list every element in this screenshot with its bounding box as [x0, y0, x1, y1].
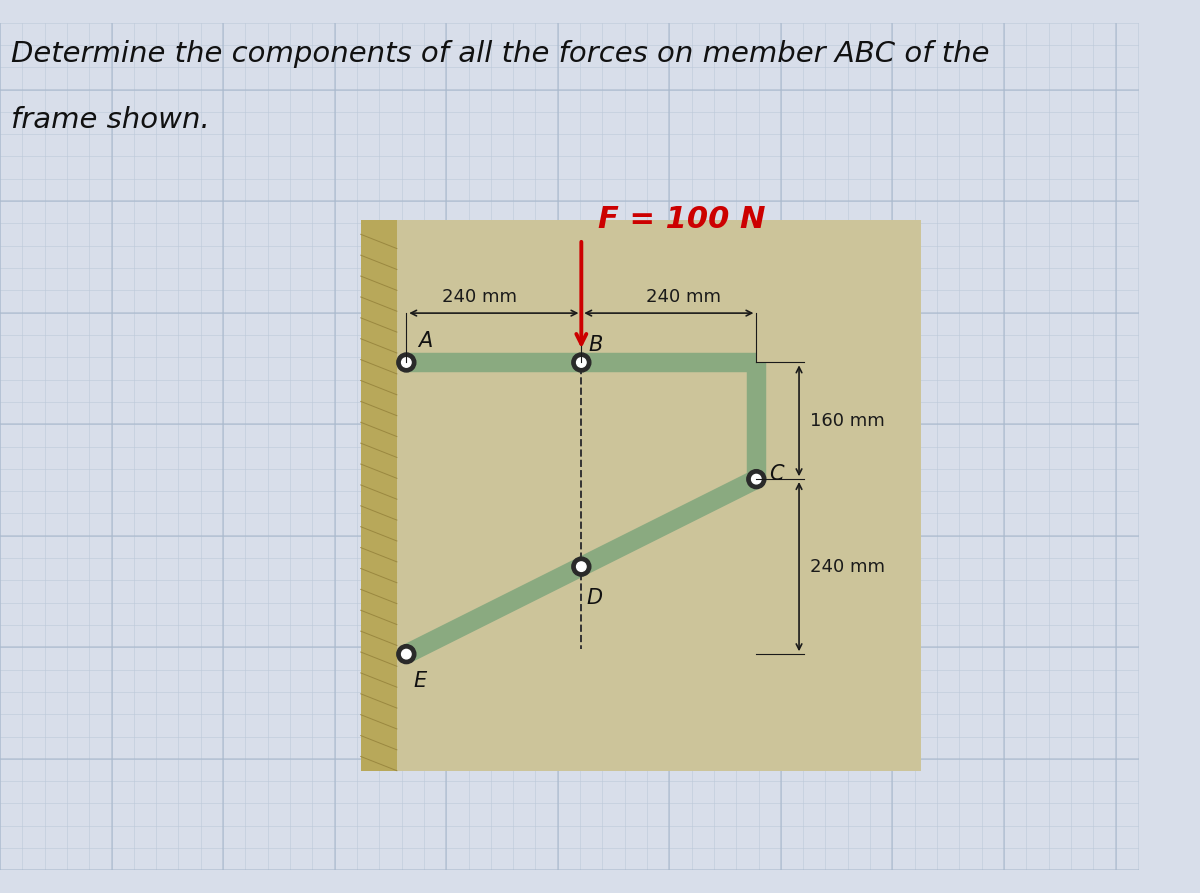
Bar [361, 220, 920, 771]
Circle shape [576, 358, 586, 367]
Bar [361, 220, 397, 771]
Text: 240 mm: 240 mm [442, 288, 517, 306]
Circle shape [572, 557, 590, 576]
Circle shape [397, 645, 416, 663]
Circle shape [402, 358, 412, 367]
Circle shape [746, 470, 766, 488]
Circle shape [397, 353, 416, 372]
Text: F = 100 N: F = 100 N [599, 205, 766, 234]
Text: E: E [413, 672, 426, 691]
Circle shape [576, 562, 586, 572]
Text: 240 mm: 240 mm [810, 557, 886, 576]
Text: C: C [769, 464, 785, 484]
Text: B: B [589, 335, 604, 355]
Circle shape [751, 474, 761, 484]
Text: 240 mm: 240 mm [646, 288, 720, 306]
Text: Determine the components of all the forces on member ABC of the: Determine the components of all the forc… [11, 39, 990, 68]
Text: A: A [418, 331, 432, 351]
Text: frame shown.: frame shown. [11, 106, 210, 134]
Circle shape [572, 353, 590, 372]
Circle shape [402, 649, 412, 659]
Text: D: D [586, 588, 602, 607]
Text: 160 mm: 160 mm [810, 412, 886, 430]
